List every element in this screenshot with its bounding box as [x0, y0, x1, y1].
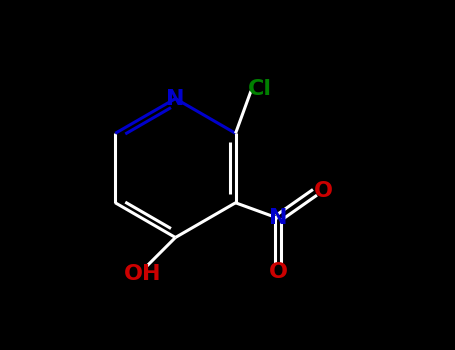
Text: O: O — [314, 181, 333, 201]
Text: N: N — [166, 89, 185, 108]
Text: Cl: Cl — [248, 79, 272, 99]
Text: OH: OH — [124, 264, 161, 284]
Text: O: O — [268, 262, 288, 282]
Text: N: N — [269, 208, 287, 228]
